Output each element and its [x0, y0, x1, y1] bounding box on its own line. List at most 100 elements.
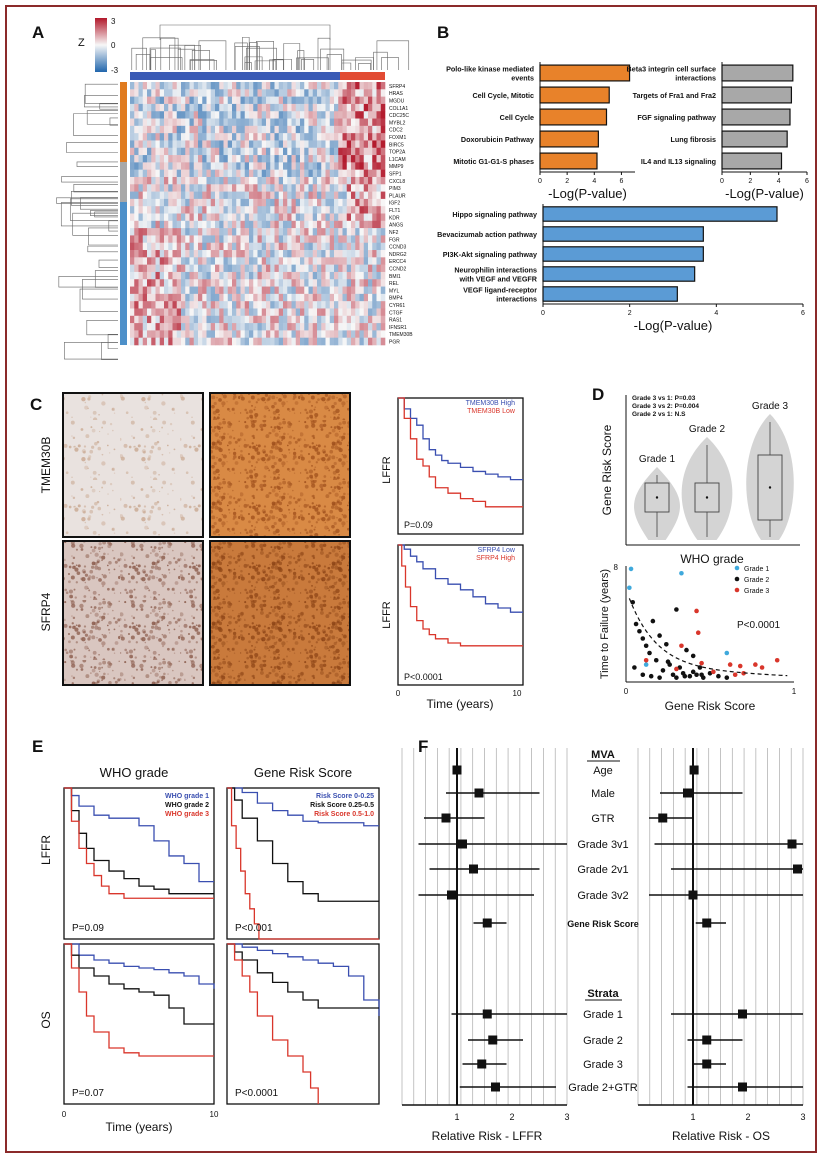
- heatmap-cell: [236, 140, 241, 149]
- heatmap-cell: [227, 250, 233, 258]
- heatmap-cell: [215, 242, 220, 251]
- heatmap-cell: [257, 228, 263, 236]
- heatmap-cell: [240, 118, 246, 127]
- d-scatter-point: [674, 607, 679, 612]
- heatmap-cell: [355, 162, 360, 170]
- heatmap-cell: [308, 140, 314, 149]
- heatmap-cell: [274, 155, 280, 163]
- heatmap-cell: [291, 198, 297, 207]
- heatmap-cell: [380, 176, 386, 185]
- heatmap-cell: [142, 96, 148, 105]
- heatmap-cell: [372, 279, 377, 287]
- gene-label: PLAUR: [389, 193, 406, 199]
- heatmap-cell: [206, 184, 212, 192]
- d-legend-marker: [734, 576, 740, 582]
- f-os-estimate: [702, 1035, 712, 1045]
- heatmap-cell: [189, 82, 195, 90]
- heatmap-cell: [130, 147, 135, 156]
- heatmap-cell: [376, 198, 382, 207]
- heatmap-cell: [206, 235, 212, 244]
- heatmap-cell: [223, 235, 229, 244]
- d-scatter-point: [694, 608, 699, 614]
- heatmap-cell: [193, 286, 199, 295]
- heatmap-cell: [198, 257, 203, 265]
- heatmap-cell: [295, 140, 301, 149]
- gene-label: BMI1: [389, 274, 401, 280]
- heatmap-cell: [346, 147, 352, 156]
- heatmap-cell: [249, 257, 254, 265]
- heatmap-cell: [181, 147, 186, 156]
- heatmap-cell: [164, 103, 169, 112]
- heatmap-cell: [219, 111, 224, 119]
- heatmap-cell: [189, 315, 195, 324]
- heatmap-cell: [142, 315, 148, 324]
- heatmap-cell: [206, 228, 212, 236]
- dendro-branch: [82, 279, 118, 300]
- heatmap-cell: [355, 213, 360, 222]
- heatmap-cell: [308, 257, 314, 265]
- heatmap-cell: [334, 191, 339, 200]
- e-km-legend: Risk Score 0-0.25: [316, 793, 374, 800]
- heatmap-cell: [274, 301, 280, 309]
- heatmap-cell: [334, 271, 339, 280]
- heatmap-cell: [376, 111, 382, 119]
- heatmap-cell: [232, 206, 237, 214]
- f-os-estimate: [683, 788, 692, 798]
- heatmap-cell: [244, 184, 250, 192]
- heatmap-cell: [159, 315, 165, 324]
- heatmap-cell: [189, 242, 195, 251]
- heatmap-cell: [249, 125, 254, 134]
- heatmap-cell: [312, 162, 318, 170]
- heatmap-cell: [363, 264, 369, 273]
- heatmap-cell: [312, 118, 318, 127]
- heatmap-cell: [325, 133, 331, 141]
- heatmap-cell: [291, 176, 297, 185]
- heatmap-cell: [342, 315, 348, 324]
- heatmap-cell: [193, 293, 199, 302]
- heatmap-cell: [227, 264, 233, 273]
- heatmap-cell: [134, 147, 139, 156]
- heatmap-cell: [168, 308, 173, 317]
- heatmap-cell: [198, 103, 203, 112]
- heatmap-cell: [300, 315, 305, 324]
- heatmap-cell: [210, 264, 216, 273]
- heatmap-cell: [317, 147, 322, 156]
- heatmap-cell: [266, 125, 271, 134]
- heatmap-cell: [380, 337, 386, 346]
- heatmap-cell: [189, 206, 195, 214]
- heatmap-cell: [181, 220, 186, 229]
- heatmap-cell: [198, 155, 203, 163]
- heatmap-cell: [266, 213, 271, 222]
- heatmap-cell: [244, 301, 250, 309]
- heatmap-cell: [138, 103, 144, 112]
- heatmap-cell: [198, 250, 203, 258]
- d-scatter-point: [632, 665, 637, 670]
- heatmap-cell: [380, 140, 386, 149]
- heatmap-cell: [291, 235, 297, 244]
- heatmap-cell: [249, 169, 254, 178]
- heatmap-cell: [176, 125, 182, 134]
- heatmap-cell: [244, 228, 250, 236]
- heatmap-cell: [193, 155, 199, 163]
- dendro-branch: [234, 42, 248, 70]
- heatmap-cell: [295, 213, 301, 222]
- b1-tick-label: 6: [619, 178, 623, 185]
- heatmap-cell: [138, 293, 144, 302]
- heatmap-cell: [261, 228, 267, 236]
- heatmap-cell: [172, 337, 178, 346]
- heatmap-cell: [181, 103, 186, 112]
- heatmap-cell: [189, 155, 195, 163]
- heatmap-cell: [240, 133, 246, 141]
- heatmap-cell: [215, 162, 220, 170]
- heatmap-cell: [151, 155, 156, 163]
- heatmap-cell: [329, 111, 335, 119]
- heatmap-cell: [270, 118, 275, 127]
- heatmap-cell: [329, 293, 335, 302]
- heatmap-cell: [134, 198, 139, 207]
- heatmap-cell: [308, 330, 314, 338]
- heatmap-cell: [278, 279, 284, 287]
- heatmap-cell: [372, 191, 377, 200]
- gene-label: KDR: [389, 215, 400, 221]
- heatmap-cell: [215, 89, 220, 97]
- heatmap-cell: [181, 257, 186, 265]
